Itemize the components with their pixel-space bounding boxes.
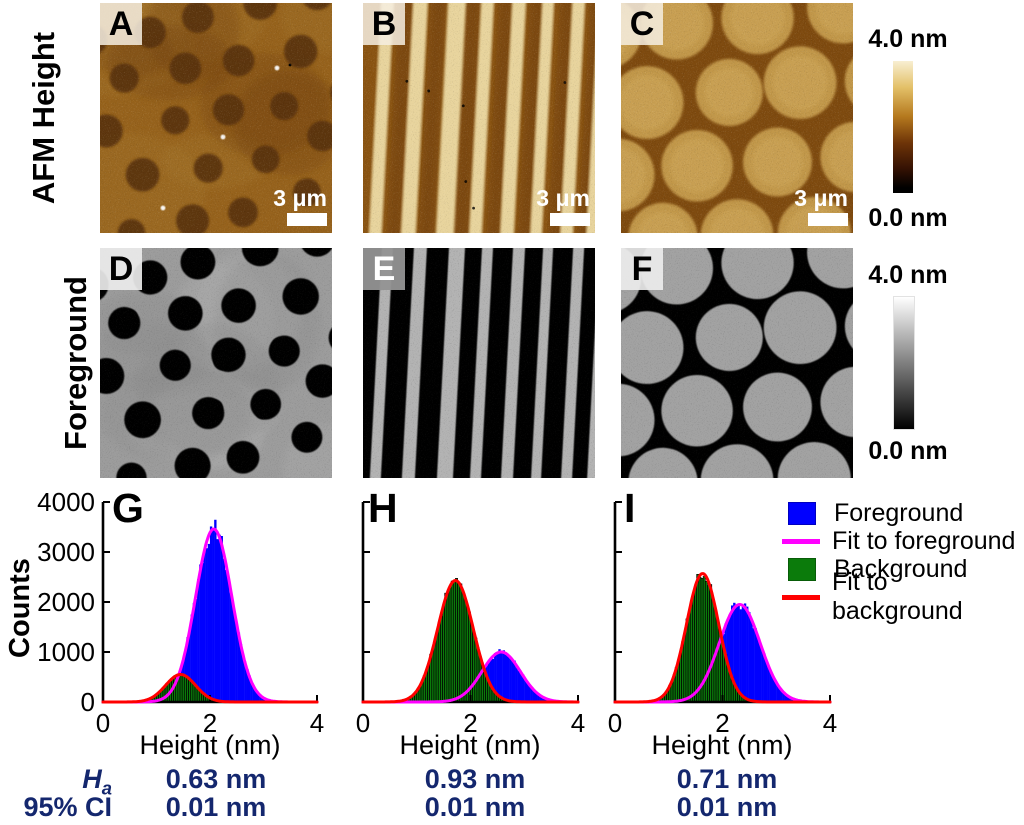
ci-value-i: 0.01 nm: [676, 792, 778, 822]
mask-image-e: E: [363, 248, 595, 478]
legend-label: Foreground: [834, 498, 964, 527]
svg-text:2: 2: [463, 708, 477, 738]
x-axis-label-g: Height (nm): [139, 730, 281, 760]
legend-swatch-background: [788, 557, 816, 581]
colorbar-gray-bar: [893, 296, 915, 430]
panel-letter-h: H: [368, 485, 398, 531]
afm-image-b: B 3 μm: [363, 3, 595, 233]
colorbar-afm-min: 0.0 nm: [868, 204, 948, 232]
histogram-g: 0 1000 2000 3000 4000 0 2 4: [37, 490, 324, 738]
svg-text:4: 4: [823, 708, 837, 738]
legend-swatch-foreground: [788, 501, 816, 525]
ha-symbol: H: [82, 764, 102, 794]
panel-letter-c: C: [621, 3, 663, 45]
svg-text:0: 0: [608, 708, 622, 738]
row-label-afm-height: AFM Height: [26, 31, 61, 205]
ha-value-h: 0.93 nm: [424, 764, 526, 794]
ha-subscript: a: [101, 777, 112, 799]
panel-letter-f: F: [621, 248, 663, 290]
stat-label-ci: 95% CI: [23, 792, 112, 822]
scale-bar-label: 3 μm: [273, 185, 327, 211]
ha-value-g: 0.63 nm: [165, 764, 267, 794]
legend-item-fit-background: Fit to background: [782, 568, 1024, 625]
svg-text:0: 0: [81, 687, 95, 717]
legend-item-fit-foreground: Fit to foreground: [782, 527, 1024, 555]
ci-value-h: 0.01 nm: [424, 792, 526, 822]
afm-image-c: C 3 μm: [621, 3, 853, 233]
row-label-foreground: Foreground: [58, 276, 93, 450]
legend-label: Background: [834, 554, 968, 583]
svg-text:2: 2: [715, 708, 729, 738]
legend-item-background: Background: [782, 555, 1024, 583]
ha-value-i: 0.71 nm: [676, 764, 778, 794]
panel-letter-d: D: [100, 248, 142, 290]
afm-image-a: A 3 μm: [100, 3, 332, 233]
panel-letter-b: B: [363, 3, 405, 45]
legend-swatch-fit-foreground-line: [782, 538, 820, 544]
scale-bar-label: 3 μm: [536, 185, 590, 211]
colorbar-gray-min: 0.0 nm: [868, 437, 948, 465]
svg-text:4: 4: [571, 708, 585, 738]
colorbar-afm-max: 4.0 nm: [868, 25, 948, 53]
panel-letter-a: A: [100, 3, 142, 45]
svg-text:3000: 3000: [37, 537, 95, 567]
legend-swatch-fit-background-line: [782, 594, 820, 600]
panel-letter-g: G: [112, 485, 144, 531]
legend-item-foreground: Foreground: [782, 499, 1024, 527]
scale-bar: [550, 213, 590, 226]
legend: Foreground Fit to foreground Background …: [782, 499, 1024, 625]
mask-image-d: D: [100, 248, 332, 478]
svg-text:2: 2: [203, 708, 217, 738]
scale-bar-label: 3 μm: [794, 185, 848, 211]
histogram-i: 0 2 4: [608, 501, 837, 738]
legend-label: Fit to foreground: [832, 526, 1016, 555]
ci-value-g: 0.01 nm: [165, 792, 267, 822]
svg-text:1000: 1000: [37, 637, 95, 667]
mask-image-f: F: [621, 248, 853, 478]
stat-label-ha: Ha: [0, 764, 112, 799]
x-axis-label-i: Height (nm): [651, 730, 793, 760]
x-axis-label-h: Height (nm): [399, 730, 541, 760]
panel-letter-e: E: [363, 248, 405, 290]
svg-text:0: 0: [96, 708, 110, 738]
scale-bar: [808, 213, 848, 226]
svg-text:4000: 4000: [37, 490, 95, 517]
svg-text:0: 0: [356, 708, 370, 738]
legend-label: Fit to background: [832, 568, 963, 625]
svg-text:4: 4: [310, 708, 324, 738]
histogram-h: 0 2 4: [356, 501, 585, 738]
scale-bar: [287, 213, 327, 226]
svg-text:2000: 2000: [37, 587, 95, 617]
panel-letter-i: I: [624, 485, 636, 531]
colorbar-gray-max: 4.0 nm: [868, 261, 948, 289]
mask-texture-e: [363, 248, 595, 478]
colorbar-afm-bar: [893, 61, 913, 193]
